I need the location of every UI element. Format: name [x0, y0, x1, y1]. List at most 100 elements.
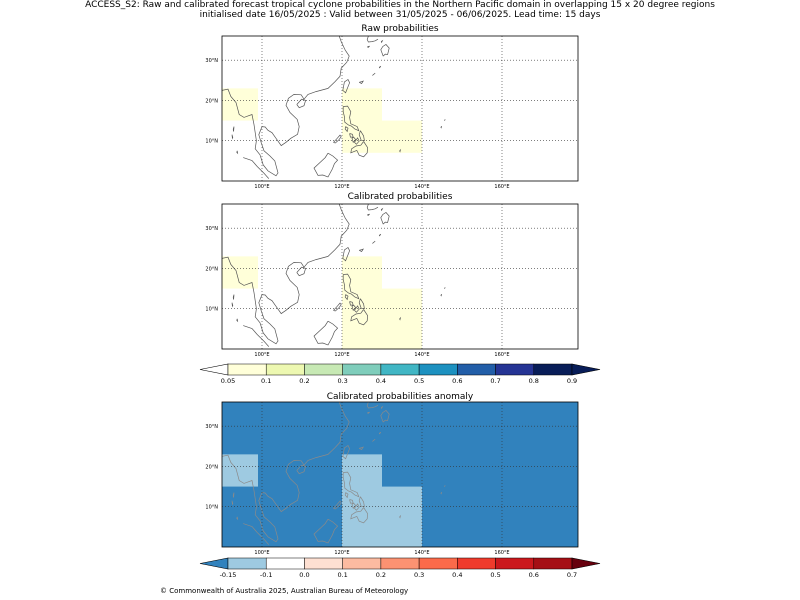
coastline: [344, 126, 349, 133]
coastline: [342, 246, 350, 262]
coastline: [243, 325, 270, 347]
probability-region: [342, 88, 382, 153]
coastline: [351, 304, 357, 312]
coastline: [344, 492, 349, 499]
coastline: [243, 523, 270, 545]
coastline: [358, 298, 365, 310]
colorbar-tick-label: -0.15: [220, 571, 237, 579]
coastline: [351, 502, 357, 510]
map-background: [222, 36, 578, 181]
colorbar-tick-label: 0.2: [299, 377, 309, 385]
colorbar-segment: [304, 557, 343, 570]
colorbar-segment: [380, 557, 420, 570]
colorbar-segment: [342, 557, 382, 570]
colorbar-tick-label: 0.3: [337, 377, 347, 385]
colorbar-tick-label: 0.6: [452, 377, 462, 385]
colorbar-over-triangle: [571, 363, 601, 376]
probability-region: [342, 256, 382, 349]
colorbar-over-triangle: [571, 557, 601, 570]
map-frame: [221, 35, 579, 182]
coastline: [333, 302, 342, 312]
lon-tick-label: 100°E: [254, 352, 269, 358]
coastline: [342, 78, 350, 94]
lon-tick-label: 140°E: [414, 550, 429, 556]
coastline: [366, 204, 379, 211]
colorbar-tick-label: 0.7: [490, 377, 500, 385]
coastline: [380, 212, 390, 225]
colorbar-segment: [457, 363, 496, 376]
coastline: [440, 294, 442, 297]
coastline: [222, 204, 350, 345]
colorbar-tick-label: 0.8: [529, 377, 539, 385]
coastline: [378, 431, 382, 435]
colorbar-segment: [457, 557, 496, 570]
panel-title: Calibrated probabilities anomaly: [327, 392, 474, 402]
colorbar-tick-label: 0.4: [376, 377, 386, 385]
panel-title: Raw probabilities: [361, 24, 439, 34]
lat-tick-label: 10°N: [205, 307, 218, 313]
coastline: [313, 152, 339, 178]
colorbar-under-triangle: [199, 363, 229, 376]
colorbar-segment: [418, 363, 458, 376]
coastline: [313, 518, 339, 544]
lat-tick-label: 20°N: [205, 266, 218, 272]
colorbar-tick-label: 0.1: [261, 377, 271, 385]
coastline: [372, 72, 376, 76]
colorbar-segment: [342, 363, 382, 376]
coastline: [444, 119, 446, 121]
coastline: [232, 126, 235, 132]
coastline: [222, 36, 350, 177]
colorbar-tick-label: 0.0: [299, 571, 309, 579]
lon-tick-label: 120°E: [334, 550, 349, 556]
colorbar-tick-label: 0.6: [529, 571, 539, 579]
coastline: [378, 65, 382, 69]
coastline: [444, 287, 446, 289]
colorbar-tick-label: 0.2: [376, 571, 386, 579]
coastline: [367, 213, 370, 216]
probability-region: [382, 288, 422, 349]
coastline: [354, 305, 360, 313]
colorbar-tick-label: -0.1: [260, 571, 273, 579]
coastline: [359, 80, 365, 84]
colorbar-tick-label: 0.9: [567, 377, 577, 385]
colorbar-segment: [418, 557, 458, 570]
coastline: [351, 136, 357, 144]
colorbar-segment: [495, 557, 535, 570]
coastline: [358, 496, 365, 508]
coastline: [333, 134, 342, 144]
coastline: [378, 233, 382, 237]
colorbar-segment: [533, 557, 573, 570]
coastline: [444, 485, 446, 487]
map-panel-3: Calibrated probabilities anomaly 100°E 120…: [205, 392, 579, 556]
probability-region: [382, 120, 422, 153]
coastline: [313, 320, 339, 346]
lat-tick-label: 30°N: [205, 58, 218, 64]
colorbar-segment: [380, 363, 420, 376]
map-frame: [221, 203, 579, 350]
coastline: [231, 302, 234, 308]
colorbar-segment: [304, 363, 343, 376]
colorbar-tick-label: 0.5: [490, 571, 500, 579]
lat-tick-label: 30°N: [205, 424, 218, 430]
coastline: [232, 492, 235, 498]
lon-tick-label: 120°E: [334, 184, 349, 190]
coastline: [296, 98, 307, 109]
figure-title: ACCESS_S2: Raw and calibrated forecast t…: [85, 0, 715, 10]
coastline: [440, 492, 442, 495]
coastline: [367, 45, 370, 48]
coastline: [349, 301, 354, 306]
colorbar-segment: [533, 363, 573, 376]
coastline: [333, 500, 342, 510]
coastline: [359, 248, 365, 252]
coastline: [399, 316, 402, 321]
colorbar-tick-label: 0.05: [221, 377, 235, 385]
colorbar-segment: [227, 557, 267, 570]
map-panel-2: Calibrated probabilities 100°E 120°E 140°E 1…: [205, 192, 579, 358]
lat-tick-label: 20°N: [205, 464, 218, 470]
coastline: [350, 309, 368, 326]
coastline: [350, 141, 368, 158]
coastline: [354, 137, 360, 145]
coastline: [367, 411, 370, 414]
colorbar-segment: [265, 363, 305, 376]
